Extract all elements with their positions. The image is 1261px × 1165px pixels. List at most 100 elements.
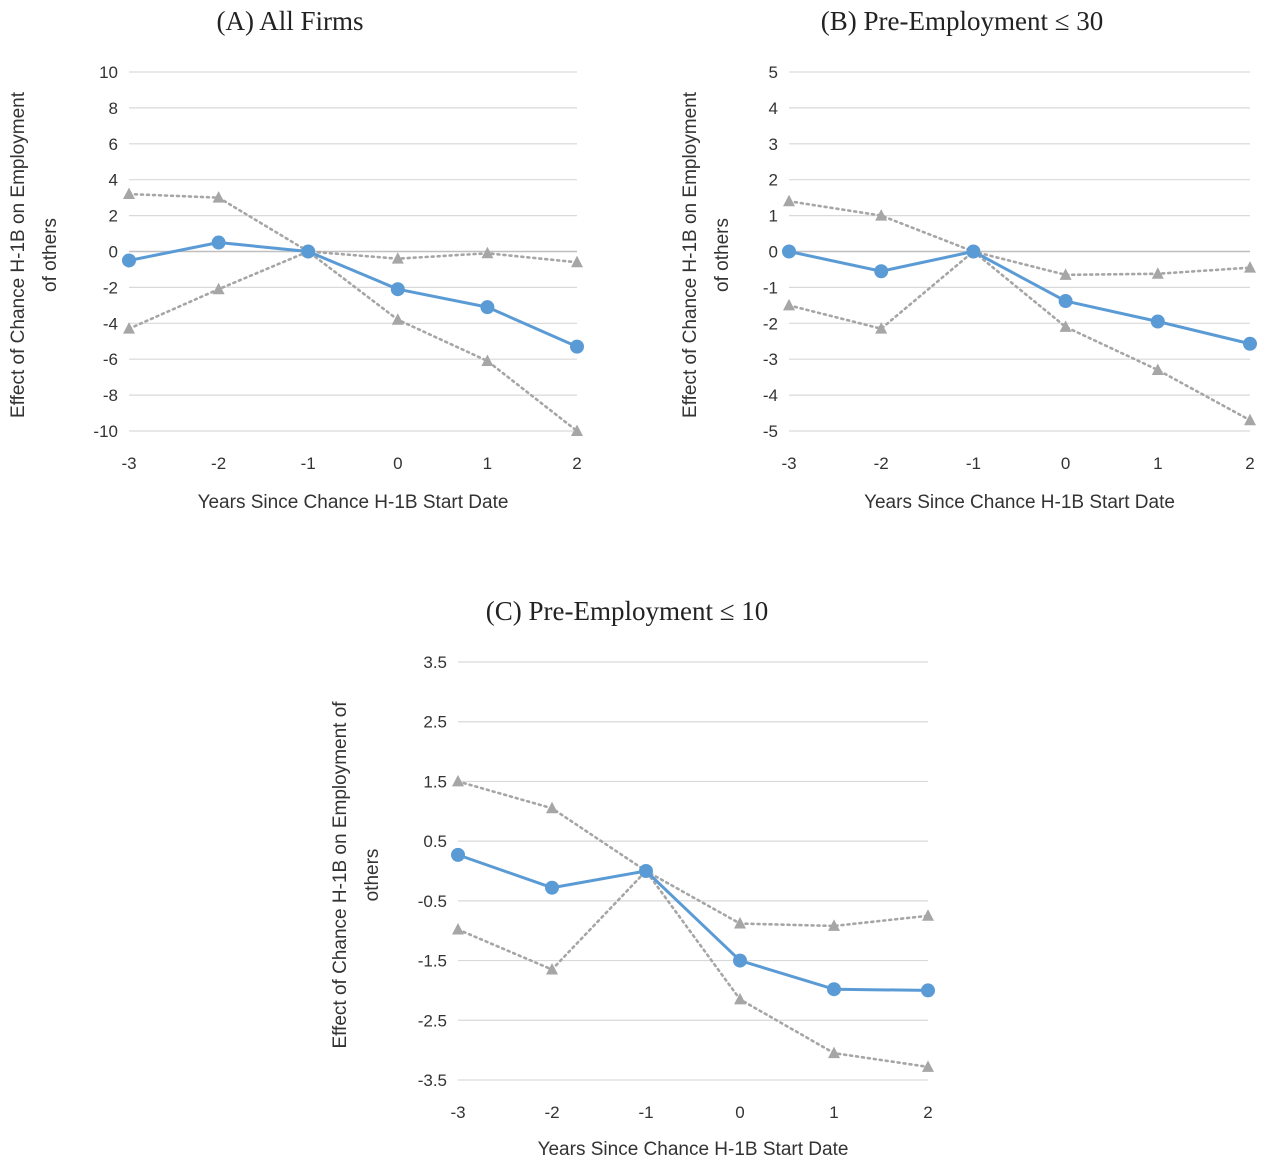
series-lower bbox=[123, 245, 583, 436]
x-tick-label: 2 bbox=[572, 454, 581, 473]
y-tick-label: -0.5 bbox=[418, 892, 447, 911]
y-tick-label: -3 bbox=[763, 350, 778, 369]
data-point-lower bbox=[734, 992, 746, 1005]
data-point-upper bbox=[783, 194, 795, 207]
y-axis-label: of others bbox=[712, 218, 733, 292]
series-line-estimate bbox=[788, 250, 1251, 346]
data-point-lower bbox=[391, 313, 404, 325]
data-point-upper bbox=[212, 191, 225, 203]
x-axis-label: Years Since Chance H-1B Start Date bbox=[198, 492, 509, 513]
y-tick-label: -4 bbox=[103, 314, 118, 333]
x-tick-label: 1 bbox=[483, 454, 492, 473]
data-point-lower bbox=[1244, 413, 1256, 426]
data-point-estimate bbox=[874, 264, 889, 279]
y-tick-label: -1.5 bbox=[418, 952, 447, 971]
series-line-estimate bbox=[457, 853, 929, 992]
y-tick-label: 1 bbox=[769, 207, 778, 226]
series-lower bbox=[452, 864, 934, 1072]
data-point-upper bbox=[481, 246, 494, 259]
data-point-estimate bbox=[480, 300, 495, 315]
data-point-upper bbox=[391, 252, 404, 264]
y-axis-label: Effect of Chance H-1B on Employment bbox=[680, 91, 701, 418]
series-estimate bbox=[451, 847, 935, 998]
x-tick-label: -3 bbox=[450, 1103, 465, 1122]
series-line-upper bbox=[127, 192, 579, 264]
y-tick-label: -2 bbox=[763, 314, 778, 333]
y-tick-label: 2 bbox=[109, 207, 118, 226]
y-tick-label: -2.5 bbox=[418, 1011, 447, 1030]
y-tick-label: 1.5 bbox=[423, 772, 447, 791]
data-point-estimate bbox=[639, 864, 653, 878]
series-estimate bbox=[782, 244, 1257, 351]
x-tick-label: -2 bbox=[544, 1103, 559, 1122]
x-tick-label: -1 bbox=[301, 454, 316, 473]
data-point-estimate bbox=[122, 253, 136, 268]
data-point-upper bbox=[922, 909, 934, 921]
series-line-lower bbox=[456, 868, 930, 1069]
data-point-estimate bbox=[451, 847, 465, 862]
y-tick-label: 2.5 bbox=[423, 713, 447, 732]
data-point-estimate bbox=[301, 244, 316, 259]
data-point-estimate bbox=[782, 244, 796, 259]
data-point-estimate bbox=[827, 982, 841, 997]
series-upper bbox=[452, 774, 934, 931]
data-point-estimate bbox=[545, 880, 559, 895]
series-upper bbox=[123, 187, 583, 268]
series-line-estimate bbox=[128, 241, 578, 349]
data-point-estimate bbox=[570, 339, 584, 354]
y-tick-label: 4 bbox=[769, 99, 778, 118]
data-point-lower bbox=[481, 354, 494, 366]
data-point-upper bbox=[452, 774, 464, 787]
x-tick-label: 1 bbox=[1153, 454, 1162, 473]
y-tick-label: -6 bbox=[103, 350, 118, 369]
series-line-lower bbox=[787, 249, 1252, 422]
x-axis-label: Years Since Chance H-1B Start Date bbox=[864, 492, 1175, 513]
series-estimate bbox=[122, 235, 584, 354]
chart-title: (B) Pre-Employment ≤ 30 bbox=[821, 6, 1104, 36]
data-point-lower bbox=[546, 963, 558, 975]
y-axis-label: of others bbox=[40, 218, 61, 292]
data-point-lower bbox=[875, 322, 888, 334]
x-tick-label: 0 bbox=[735, 1103, 744, 1122]
data-point-lower bbox=[212, 282, 225, 295]
chart-panel-3: (C) Pre-Employment ≤ 10 3.5 2.5 1.5 0.5 -0.5 -… bbox=[330, 596, 935, 1160]
x-tick-label: -1 bbox=[638, 1103, 653, 1122]
x-axis-label: Years Since Chance H-1B Start Date bbox=[538, 1139, 849, 1160]
data-point-upper bbox=[1059, 268, 1072, 280]
data-point-upper bbox=[546, 801, 558, 814]
y-tick-label: 8 bbox=[109, 99, 118, 118]
y-tick-label: 6 bbox=[109, 135, 118, 154]
y-tick-label: 5 bbox=[769, 63, 778, 82]
data-point-estimate bbox=[1243, 336, 1257, 351]
y-axis-label: Effect of Chance H-1B on Employment bbox=[8, 91, 29, 418]
data-point-lower bbox=[1151, 363, 1164, 375]
x-tick-label: 2 bbox=[923, 1103, 932, 1122]
data-point-lower bbox=[783, 298, 795, 311]
x-tick-label: 0 bbox=[1061, 454, 1070, 473]
y-tick-label: 0 bbox=[109, 243, 118, 262]
data-point-lower bbox=[571, 424, 583, 436]
y-tick-label: 4 bbox=[109, 171, 118, 190]
x-tick-label: -1 bbox=[966, 454, 981, 473]
y-tick-label: -3.5 bbox=[418, 1071, 447, 1090]
data-point-estimate bbox=[966, 244, 981, 259]
data-point-upper bbox=[123, 187, 135, 200]
y-tick-label: 0.5 bbox=[423, 832, 447, 851]
series-line-upper bbox=[456, 780, 930, 928]
data-point-lower bbox=[452, 923, 464, 935]
data-point-lower bbox=[1059, 320, 1072, 332]
series-line-upper bbox=[787, 199, 1252, 277]
data-point-lower bbox=[123, 322, 135, 334]
chart-title: (C) Pre-Employment ≤ 10 bbox=[486, 596, 769, 626]
data-point-estimate bbox=[211, 235, 226, 250]
data-point-upper bbox=[1151, 267, 1164, 279]
y-tick-label: 3 bbox=[769, 135, 778, 154]
data-point-estimate bbox=[1150, 314, 1165, 329]
data-point-lower bbox=[922, 1060, 934, 1072]
data-point-estimate bbox=[921, 983, 935, 998]
y-tick-label: -2 bbox=[103, 278, 118, 297]
y-tick-label: 10 bbox=[99, 63, 118, 82]
data-point-upper bbox=[828, 919, 840, 931]
y-tick-label: -5 bbox=[763, 422, 778, 441]
